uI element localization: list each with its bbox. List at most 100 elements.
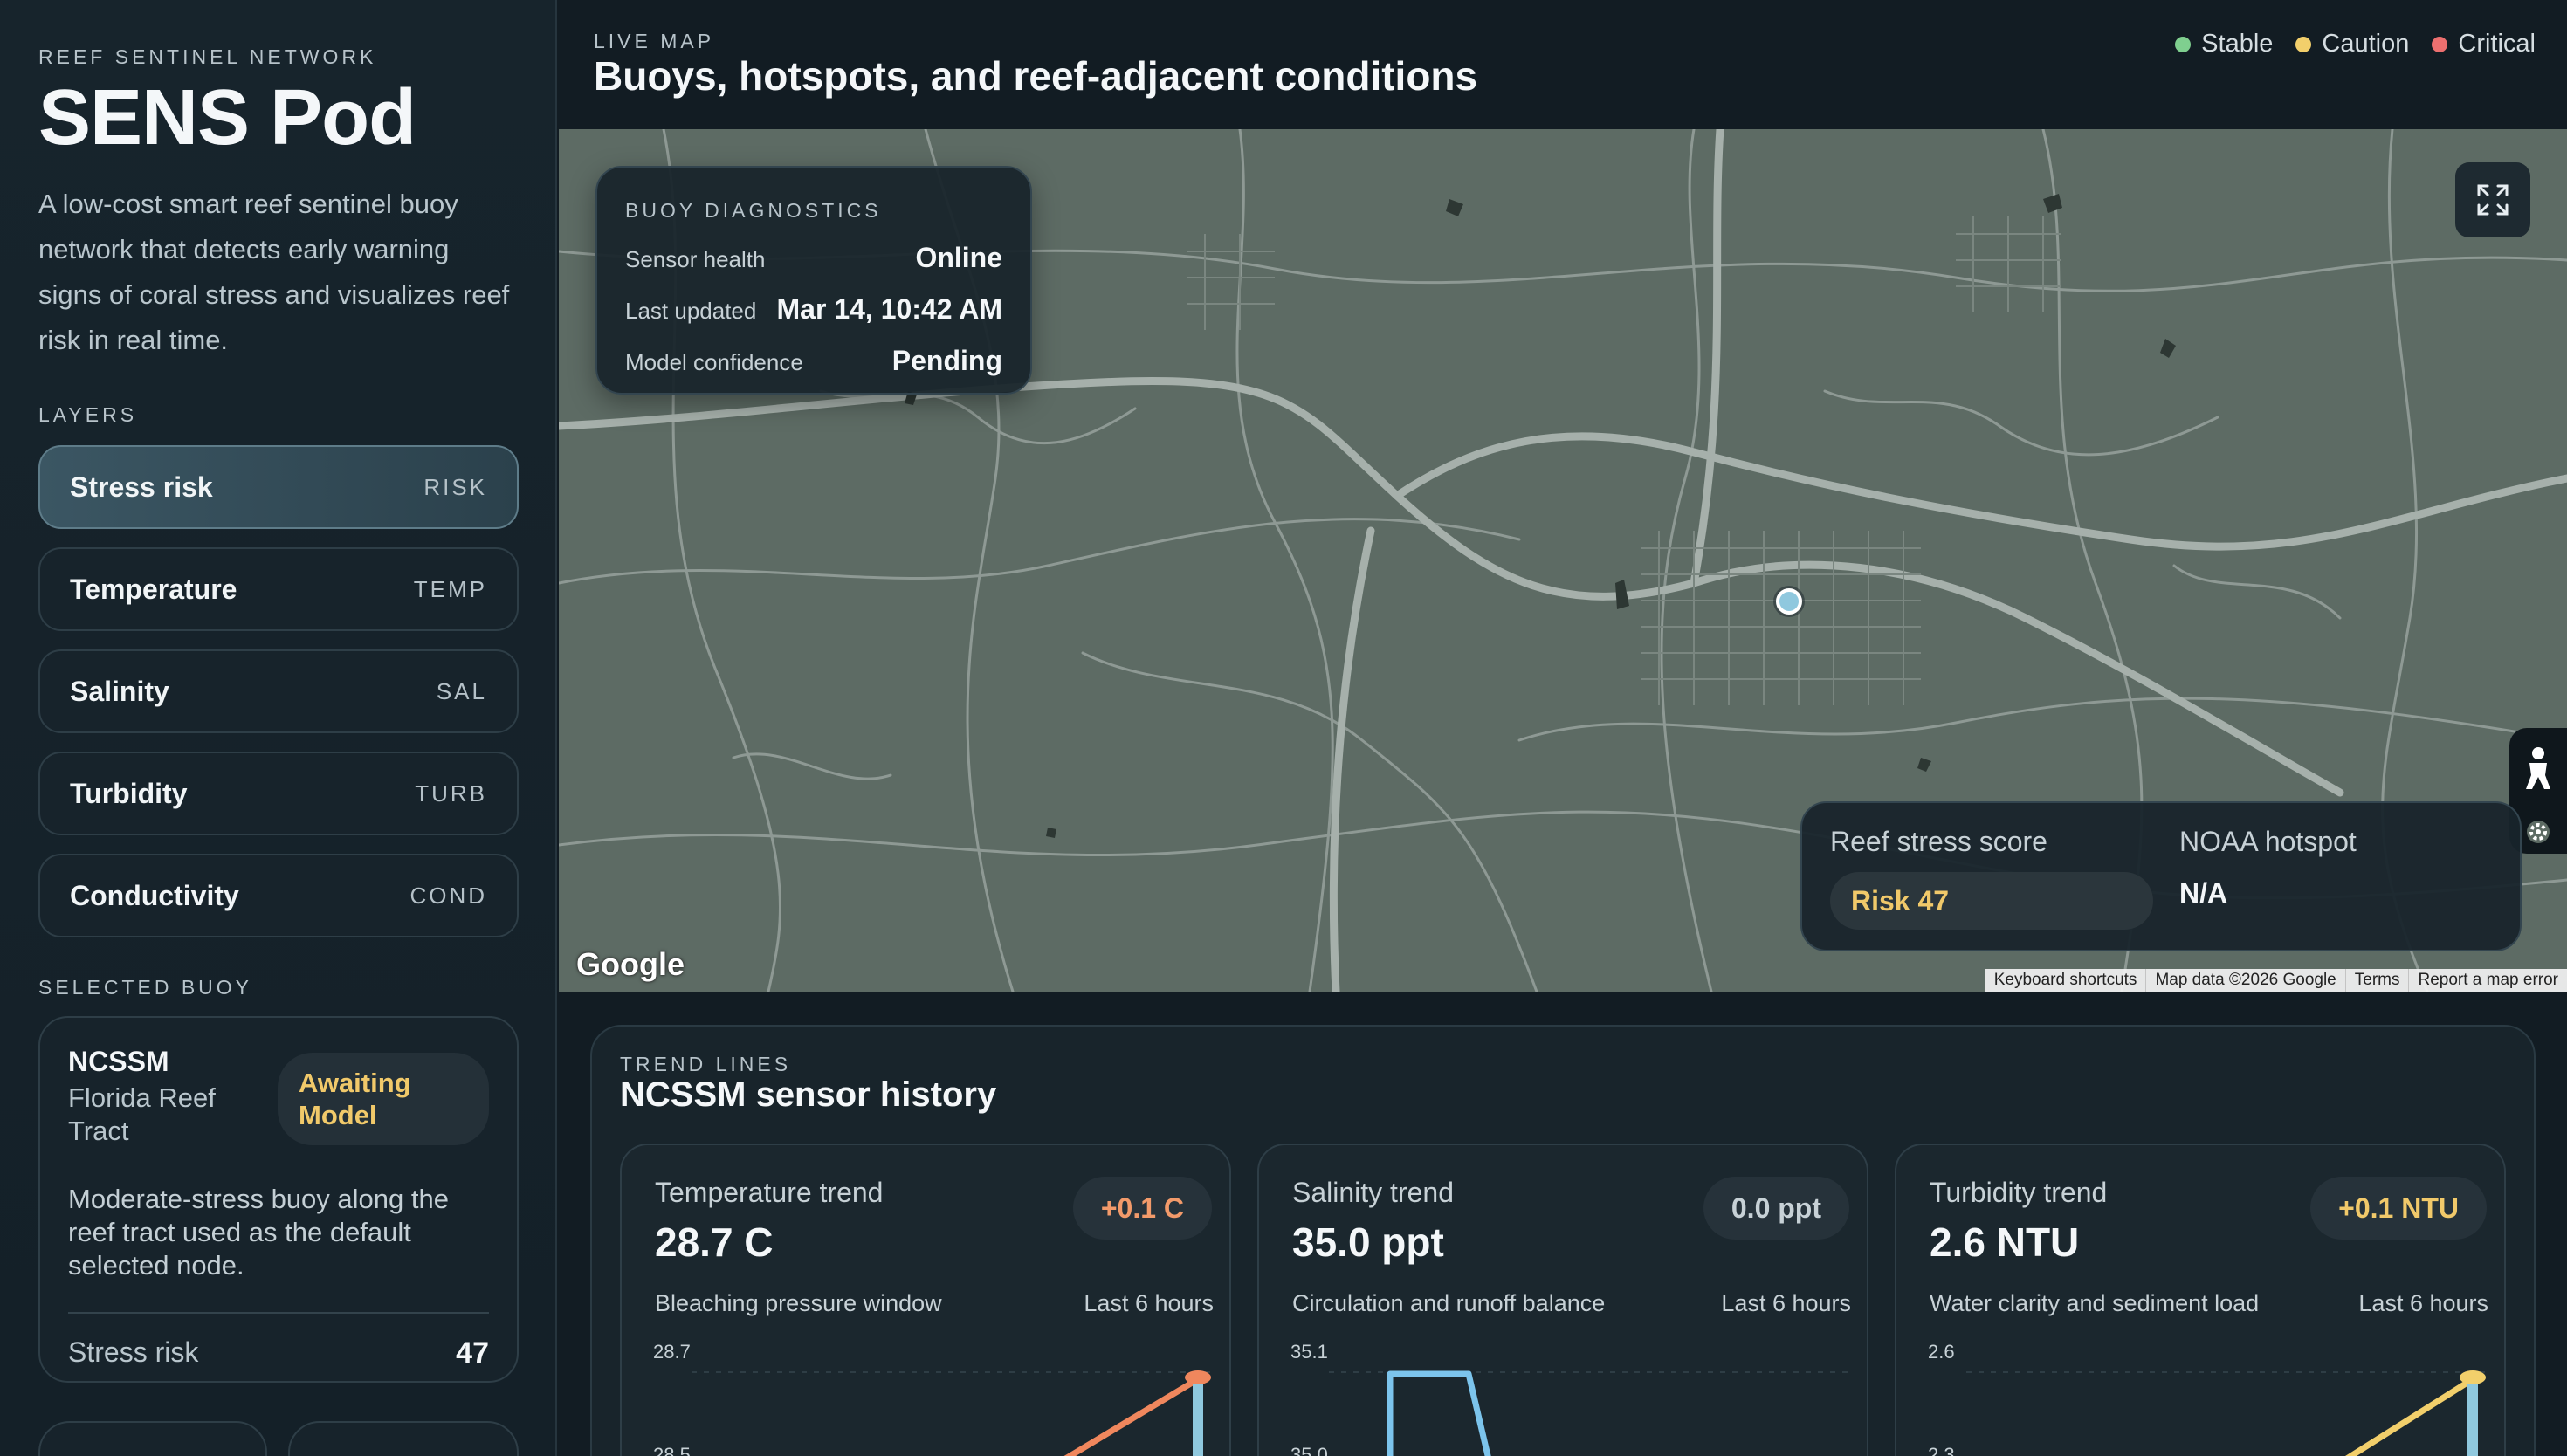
keyboard-shortcuts-link[interactable]: Keyboard shortcuts — [1993, 971, 2137, 989]
legend-dot — [2295, 36, 2312, 52]
sidebar-action-button-1[interactable] — [38, 1421, 267, 1456]
layer-code: SAL — [436, 677, 487, 704]
selected-buoy-heading: SELECTED BUOY — [38, 976, 252, 999]
layer-stress-risk[interactable]: Stress risk RISK — [38, 445, 519, 529]
stress-score-value: Risk 47 — [1830, 872, 2153, 930]
diagnostics-value: Pending — [891, 345, 1002, 376]
trend-value: 28.7 C — [655, 1219, 774, 1265]
brand-description: A low-cost smart reef sentinel buoy netw… — [38, 189, 510, 355]
current-marker — [1193, 1379, 1203, 1456]
layers-heading: LAYERS — [38, 403, 138, 426]
noaa-hotspot: NOAA hotspot N/A — [2179, 826, 2357, 910]
tick-label: 35.1 — [1290, 1341, 1328, 1363]
buoy-marker[interactable] — [1776, 588, 1802, 615]
map-title: Buoys, hotspots, and reef-adjacent condi… — [594, 53, 1478, 99]
trend-line — [1387, 1370, 1491, 1456]
layer-label: Temperature — [70, 573, 237, 605]
trend-subtitle: Water clarity and sediment load — [1930, 1290, 2260, 1316]
trend-title: Temperature trend — [655, 1177, 884, 1208]
tick-label: 28.5 — [653, 1444, 691, 1456]
trend-line — [1063, 1376, 1201, 1456]
hotspot-value: N/A — [2179, 877, 2228, 909]
terms-link[interactable]: Terms — [2344, 969, 2409, 992]
temperature-sparkline: 28.7 28.5 — [653, 1341, 1215, 1456]
fullscreen-button[interactable] — [2455, 162, 2530, 237]
buoy-status-badge: Awaiting Model — [278, 1053, 489, 1145]
temperature-trend-card: Temperature trend 28.7 C +0.1 C Bleachin… — [620, 1144, 1231, 1456]
legend-dot — [2175, 36, 2192, 52]
trend-value: 35.0 ppt — [1292, 1219, 1444, 1265]
layer-code: RISK — [423, 473, 487, 500]
diagnostics-row: Sensor health Online — [625, 242, 1002, 274]
layer-code: TEMP — [413, 575, 487, 602]
trends-title: NCSSM sensor history — [620, 1075, 997, 1114]
diagnostics-label: Sensor health — [625, 246, 766, 272]
reef-score-panel: Reef stress score Risk 47 NOAA hotspot N… — [1800, 801, 2522, 951]
buoy-description: Moderate-stress buoy along the reef trac… — [68, 1184, 449, 1281]
layer-label: Salinity — [70, 675, 169, 707]
trend-delta-badge: +0.1 C — [1072, 1177, 1212, 1240]
turbidity-trend-card: Turbidity trend 2.6 NTU +0.1 NTU Water c… — [1895, 1144, 2506, 1456]
divider — [68, 1312, 489, 1314]
trend-range: Last 6 hours — [1084, 1290, 1214, 1316]
current-marker — [2467, 1379, 2478, 1456]
diagnostics-value: Mar 14, 10:42 AM — [776, 293, 1002, 325]
live-map[interactable]: BUOY DIAGNOSTICS Sensor health Online La… — [559, 129, 2567, 992]
buoy-diagnostics-panel: BUOY DIAGNOSTICS Sensor health Online La… — [595, 166, 1032, 395]
hotspot-label: NOAA hotspot — [2179, 826, 2357, 857]
sidebar: REEF SENTINEL NETWORK SENS Pod A low-cos… — [0, 0, 557, 1456]
trend-delta-badge: +0.1 NTU — [2310, 1177, 2487, 1240]
buoy-stat-row: Stress risk 47 — [68, 1336, 489, 1370]
trend-lines-section: TREND LINES NCSSM sensor history Tempera… — [590, 1025, 2536, 1456]
diagnostics-value: Online — [915, 242, 1002, 273]
layer-label: Turbidity — [70, 777, 188, 809]
diagnostics-label: Model confidence — [625, 349, 803, 375]
map-attribution: Keyboard shortcuts Map data ©2026 Google… — [1985, 969, 2567, 992]
diagnostics-row: Model confidence Pending — [625, 345, 1002, 377]
trend-subtitle: Bleaching pressure window — [655, 1290, 942, 1316]
layer-code: TURB — [415, 780, 487, 807]
diagnostics-heading: BUOY DIAGNOSTICS — [625, 199, 882, 222]
pegman-icon — [2526, 747, 2550, 789]
layer-salinity[interactable]: Salinity SAL — [38, 649, 519, 733]
tick-label: 35.0 — [1290, 1444, 1328, 1456]
buoy-stat-value: 47 — [456, 1336, 489, 1370]
fullscreen-icon — [2477, 184, 2509, 216]
layer-code: COND — [409, 882, 487, 909]
trend-range: Last 6 hours — [1721, 1290, 1851, 1316]
layer-turbidity[interactable]: Turbidity TURB — [38, 752, 519, 835]
google-logo: Google — [576, 946, 685, 982]
trend-line — [2344, 1376, 2476, 1456]
buoy-stat-label: Stress risk — [68, 1336, 199, 1368]
salinity-trend-card: Salinity trend 35.0 ppt 0.0 ppt Circulat… — [1257, 1144, 1868, 1456]
legend-label: Caution — [2322, 30, 2410, 58]
legend-caution: Caution — [2295, 30, 2409, 58]
trend-value: 2.6 NTU — [1930, 1219, 2080, 1265]
tick-label: 28.7 — [653, 1341, 691, 1363]
current-point — [1185, 1370, 1211, 1384]
legend-label: Stable — [2201, 30, 2274, 58]
trend-title: Turbidity trend — [1930, 1177, 2108, 1208]
brand-title: SENS Pod — [38, 74, 416, 161]
buoy-name: NCSSM — [68, 1046, 169, 1077]
tick-label: 2.6 — [1928, 1341, 1955, 1363]
buoy-location: Florida Reef Tract — [68, 1082, 216, 1146]
stress-score: Reef stress score Risk 47 — [1830, 826, 2153, 930]
layer-conductivity[interactable]: Conductivity COND — [38, 854, 519, 937]
turbidity-sparkline: 2.6 2.3 — [1928, 1341, 2490, 1456]
layer-temperature[interactable]: Temperature TEMP — [38, 547, 519, 631]
report-error-link[interactable]: Report a map error — [2408, 969, 2567, 992]
tick-label: 2.3 — [1928, 1444, 1955, 1456]
diagnostics-row: Last updated Mar 14, 10:42 AM — [625, 293, 1002, 326]
trend-subtitle: Circulation and runoff balance — [1292, 1290, 1606, 1316]
diagnostics-label: Last updated — [625, 298, 757, 324]
gear-icon — [2527, 821, 2550, 843]
trends-eyebrow: TREND LINES — [620, 1053, 792, 1075]
legend-critical: Critical — [2432, 30, 2536, 58]
selected-buoy-card: NCSSM Florida Reef Tract Awaiting Model … — [38, 1016, 519, 1383]
brand-eyebrow: REEF SENTINEL NETWORK — [38, 45, 377, 68]
sidebar-action-button-2[interactable] — [288, 1421, 519, 1456]
stress-score-label: Reef stress score — [1830, 826, 2047, 857]
trend-range: Last 6 hours — [2358, 1290, 2488, 1316]
